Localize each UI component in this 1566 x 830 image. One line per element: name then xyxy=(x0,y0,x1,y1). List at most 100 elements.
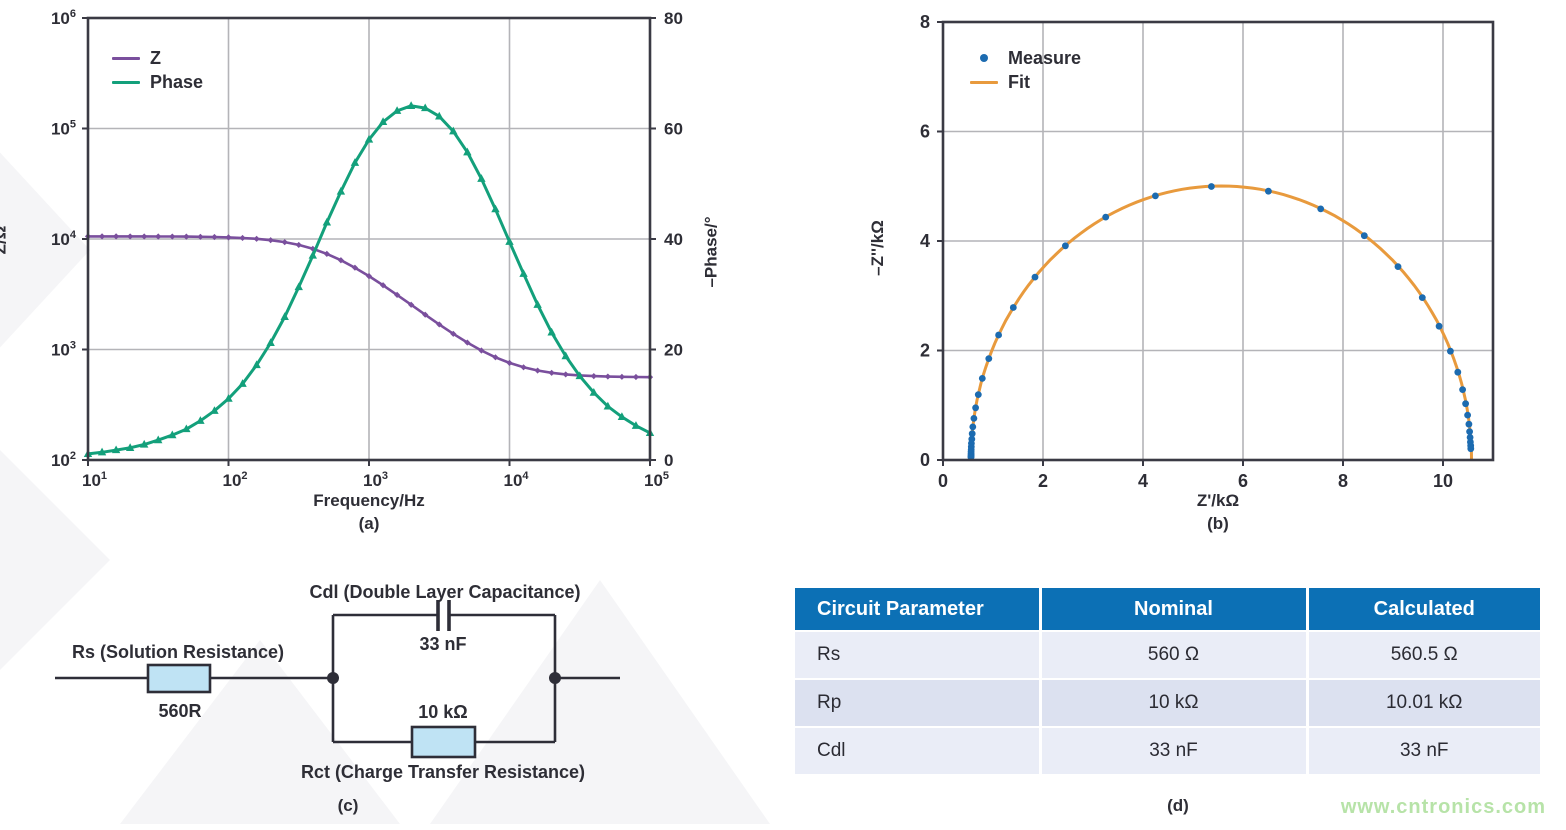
phase-marker xyxy=(350,158,360,166)
node-dot xyxy=(549,672,561,684)
phase-marker xyxy=(336,186,346,195)
measure-point xyxy=(1435,322,1443,330)
caption-c: (c) xyxy=(337,796,359,815)
table-row: Cdl 33 nF 33 nF xyxy=(795,727,1540,776)
phase-marker xyxy=(505,237,514,245)
rct-label: Rct (Charge Transfer Resistance) xyxy=(301,762,585,782)
measure-point xyxy=(974,391,982,398)
phase-marker xyxy=(280,312,289,321)
svg-text:6: 6 xyxy=(920,122,930,142)
phase-marker xyxy=(463,147,472,156)
svg-text:105​: 105​ xyxy=(644,470,669,490)
phase-marker xyxy=(449,126,458,135)
z-marker xyxy=(295,241,302,249)
bode-tick-labels: 101​ 102​ 103​ 104​ 105​ 102​ 103​ 104​ 105​ 106​… xyxy=(51,8,683,490)
svg-text:0: 0 xyxy=(938,471,948,491)
measure-point xyxy=(1447,347,1454,355)
table-cell: 560 Ω xyxy=(1040,631,1309,680)
table-header-row: Circuit Parameter Nominal Calculated xyxy=(795,588,1540,632)
legend-label: Fit xyxy=(1008,71,1030,92)
svg-text:40: 40 xyxy=(664,230,683,249)
svg-text:104​: 104​ xyxy=(51,229,77,249)
nyquist-legend: Measure Fit xyxy=(970,48,1081,92)
phase-marker xyxy=(631,421,641,429)
z-marker xyxy=(422,311,429,318)
caption-d: (d) xyxy=(1167,796,1189,815)
phase-marker xyxy=(392,106,402,114)
svg-text:4: 4 xyxy=(920,231,930,251)
measure-point xyxy=(970,415,978,422)
svg-text:104​: 104​ xyxy=(504,470,530,490)
measure-point xyxy=(1464,411,1471,419)
z-marker xyxy=(169,233,176,240)
z-marker xyxy=(590,373,597,380)
phase-marker xyxy=(140,439,149,448)
fit-curve xyxy=(969,184,1473,461)
node-dot xyxy=(327,672,339,684)
measure-point xyxy=(1465,420,1473,428)
rct-value: 10 kΩ xyxy=(418,702,467,722)
z-marker xyxy=(183,233,190,240)
phase-marker xyxy=(589,387,598,396)
phase-marker xyxy=(111,445,121,454)
phase-marker xyxy=(435,111,444,120)
table-row: Rp 10 kΩ 10.01 kΩ xyxy=(795,679,1540,728)
figure-b-nyquist-plot: 0 2 4 6 8 10 0 2 4 6 8 –Z''/kΩ Z'/kΩ Measure Fit xyxy=(866,0,1566,545)
bode-series xyxy=(83,101,655,458)
z-marker xyxy=(197,233,204,240)
z-marker xyxy=(520,364,527,371)
rs-value: 560R xyxy=(158,701,201,721)
phase-marker xyxy=(322,217,332,226)
svg-text:102​: 102​ xyxy=(223,470,248,490)
table-cell: 10 kΩ xyxy=(1040,679,1309,728)
phase-marker xyxy=(238,379,247,387)
circuit-svg: Rs (Solution Resistance) 560R Cdl (Doubl… xyxy=(55,582,620,782)
svg-text:8: 8 xyxy=(1338,471,1348,491)
nyquist-frame xyxy=(937,20,1495,466)
z-marker xyxy=(464,339,471,346)
z-marker xyxy=(267,237,274,244)
figure-d-parameter-table: Circuit Parameter Nominal Calculated Rs 5… xyxy=(795,588,1540,776)
z-marker xyxy=(239,234,246,242)
caption-a: (a) xyxy=(358,514,380,533)
z-marker xyxy=(492,354,499,361)
measure-point xyxy=(968,430,976,438)
table-row: Rs 560 Ω 560.5 Ω xyxy=(795,631,1540,680)
phase-marker xyxy=(603,401,613,410)
table-cell: 33 nF xyxy=(1040,727,1309,776)
measure-point xyxy=(1418,294,1426,301)
header-circuit-parameter: Circuit Parameter xyxy=(795,588,1042,632)
phase-line-swatch xyxy=(112,80,140,84)
phase-marker xyxy=(196,416,205,424)
measure-point xyxy=(1265,187,1272,195)
measure-point xyxy=(1102,213,1110,221)
z-marker xyxy=(337,257,345,264)
svg-text:10: 10 xyxy=(1433,471,1453,491)
phase-marker xyxy=(97,447,107,456)
table-cell: Rp xyxy=(795,679,1042,728)
z-marker xyxy=(604,373,611,380)
z-marker xyxy=(351,264,359,271)
header-calculated: Calculated xyxy=(1307,588,1540,632)
measure-point xyxy=(1459,386,1466,393)
phase-marker xyxy=(533,300,542,308)
svg-text:106​: 106​ xyxy=(51,8,76,28)
z-marker xyxy=(562,371,569,378)
nyquist-series xyxy=(967,183,1475,461)
phase-marker xyxy=(491,204,500,213)
svg-text:6: 6 xyxy=(1238,471,1248,491)
measure-point xyxy=(1062,242,1069,250)
svg-text:101​: 101​ xyxy=(82,470,107,490)
z-marker xyxy=(506,359,513,367)
svg-text:2: 2 xyxy=(920,341,930,361)
measure-point xyxy=(1454,368,1462,376)
legend-item-phase: Phase xyxy=(112,72,203,92)
z-marker xyxy=(394,291,401,298)
parameter-table: Circuit Parameter Nominal Calculated Rs 5… xyxy=(795,588,1540,776)
resistor-rct-icon xyxy=(410,725,477,759)
measure-dot-swatch xyxy=(980,54,988,62)
z-marker xyxy=(365,273,373,280)
table-cell: 10.01 kΩ xyxy=(1307,679,1540,728)
legend-item-fit: Fit xyxy=(970,72,1081,92)
measure-point xyxy=(969,423,977,431)
